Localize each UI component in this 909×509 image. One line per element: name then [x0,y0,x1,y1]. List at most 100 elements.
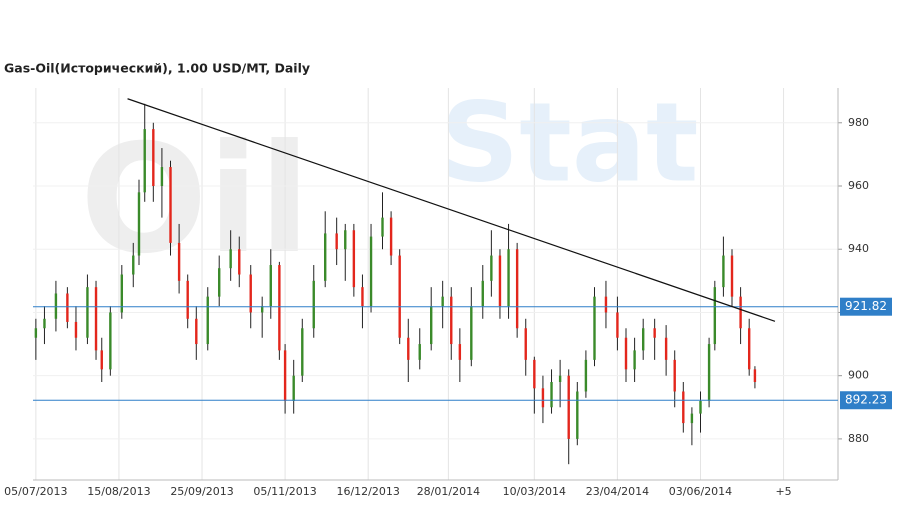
candle-body [249,274,252,313]
candle-body [152,129,155,186]
y-tick-label: 880 [848,432,869,445]
level-label: 892.23 [845,393,887,407]
candle-body [673,359,676,392]
trend-line [127,98,776,322]
candle-body [169,167,172,243]
candle-body [584,359,588,392]
candle-body [739,296,742,329]
candle-body [206,296,209,345]
candle-body [381,217,384,237]
candle-body [100,350,103,370]
candle-body [418,344,421,360]
candle-body [278,265,281,351]
candle-body [430,306,433,345]
candle-body [109,312,112,370]
candle-body [682,391,685,424]
candle-body [283,350,287,401]
x-tick-label: 10/03/2014 [503,485,566,498]
candle-body [238,249,241,275]
x-tick-label: 25/09/2013 [170,485,233,498]
x-tick-label: 03/06/2014 [669,485,732,498]
watermark-oil: Oil [80,113,310,287]
candle-body [576,391,579,439]
candle-body [229,249,232,269]
candle-body [567,375,570,439]
candle-body [132,255,135,275]
x-tick-label: 05/07/2013 [4,485,67,498]
candle-body [143,129,146,193]
candle-body [747,328,751,370]
candle-body [66,293,69,322]
candle-body [470,306,473,360]
chart-title: Gas-Oil(Исторический), 1.00 USD/MT, Dail… [4,61,310,76]
candle-body [352,230,356,288]
candle-body [344,230,347,250]
x-tick-label: 16/12/2013 [336,485,399,498]
candle-body [54,293,58,319]
level-tag [840,297,892,316]
candle-body [398,255,401,338]
candle-body [218,268,221,297]
candle-body [389,217,393,256]
candle-body [195,318,198,345]
candle-body [74,321,78,338]
candle-body [407,337,410,360]
x-tick-label: +5 [775,485,791,498]
candle-body [515,249,519,329]
y-tick-label: 900 [848,369,869,382]
candle-body [177,242,181,281]
candle-body [550,382,553,408]
candle-body [753,369,757,382]
candle-body [94,287,98,351]
candle-body [335,233,338,250]
candle-body [664,337,668,360]
candle-body [541,388,545,408]
candle-body [301,328,304,376]
y-tick-label: 980 [848,116,869,129]
candle-body [312,280,315,329]
level-tag [840,391,892,410]
candle-body [507,249,510,307]
candle-body [524,328,527,360]
candle-body [361,287,364,307]
candle-body [633,350,636,370]
candle-body [260,306,264,313]
candle-body [137,192,141,256]
watermark-stat: Stat [440,78,699,206]
candle-body [481,280,484,307]
candle-body [186,280,189,319]
candle-body [490,255,493,281]
candle-body [324,233,327,281]
candle-body [604,296,608,313]
candle-body [558,375,562,382]
candle-body [160,167,164,186]
x-tick-label: 15/08/2013 [87,485,150,498]
candle-body [730,255,734,297]
candle-body [450,296,453,345]
x-tick-label: 28/01/2014 [417,485,480,498]
candle-body [43,318,46,329]
y-tick-label: 940 [848,242,869,255]
x-tick-label: 23/04/2014 [586,485,649,498]
candle-body [624,337,628,370]
candle-body [699,400,702,414]
candle-body [458,344,462,360]
candle-body [653,328,656,338]
candle-body [120,274,124,313]
candle-body [441,296,444,307]
x-tick-label: 05/11/2013 [253,485,316,498]
candle-body [616,312,619,338]
candle-body [369,236,373,307]
candle-body [593,296,596,360]
candle-body [86,287,89,338]
candle-body [722,255,725,288]
candle-body [498,255,502,307]
candle-body [533,359,536,389]
candle-body [269,265,272,307]
candle-body [707,344,711,401]
candle-body [34,328,38,338]
watermark: Oil Stat [80,78,699,287]
candle-body [690,413,694,424]
candle-body [713,287,717,345]
candle-body [641,328,645,351]
